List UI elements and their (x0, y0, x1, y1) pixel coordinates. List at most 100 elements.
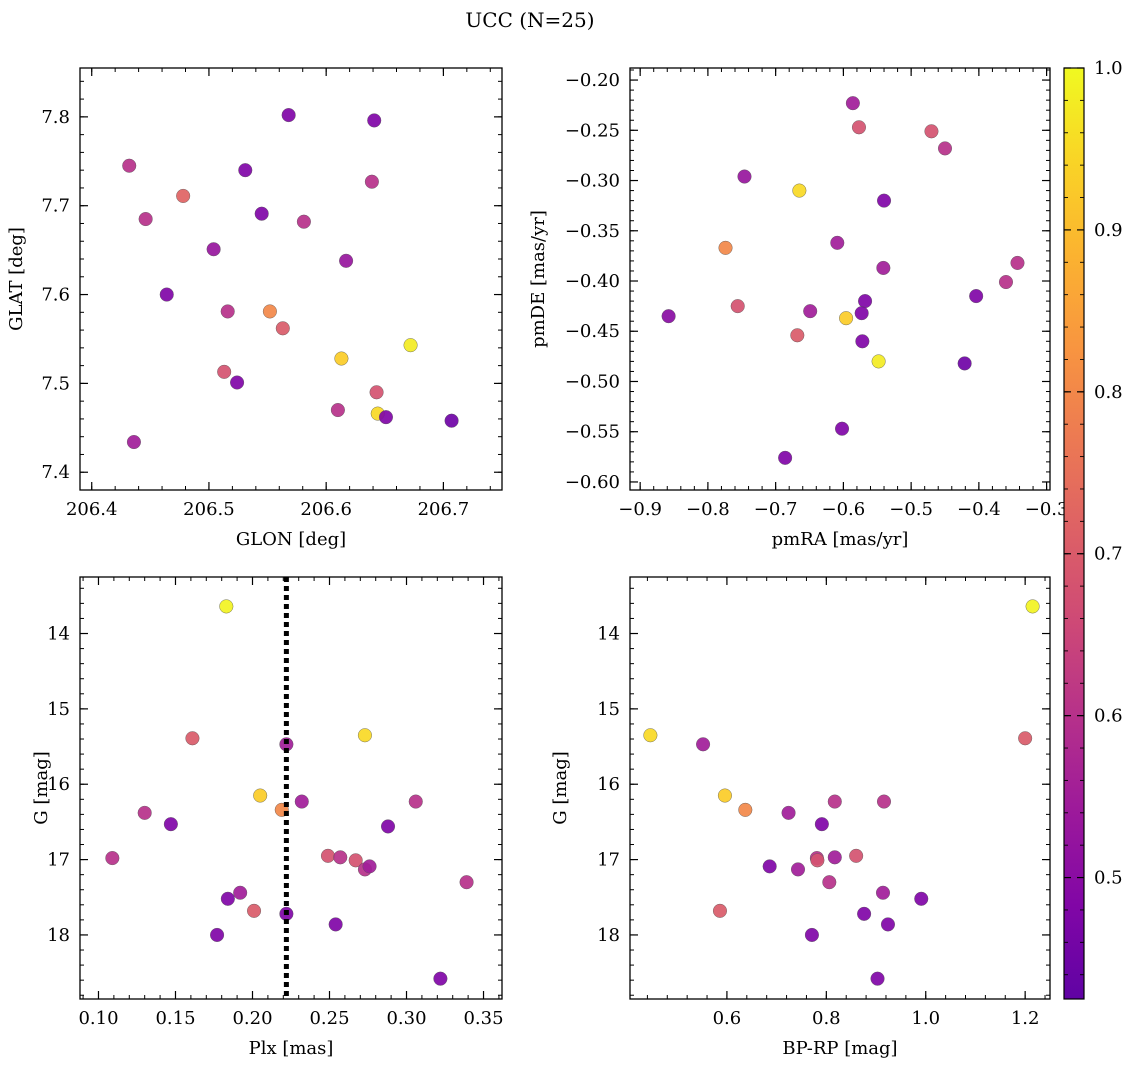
scatter-point (822, 875, 837, 890)
scatter-point (827, 794, 842, 809)
panel-bprp-g: 0.6 0.8 1.0 1.2 14 15 16 17 18 BP-RP [mag] G [mag] (550, 576, 1051, 1059)
scatter-point (803, 304, 818, 319)
x-tick-label: 0.15 (155, 1008, 195, 1029)
x-tick-label: −0.4 (957, 499, 1001, 520)
scatter-point (643, 728, 658, 743)
axes-frame (79, 67, 503, 491)
scatter-point (938, 141, 953, 156)
scatter-point (403, 338, 418, 353)
x-tick-label: 206.7 (418, 499, 470, 520)
scatter-point (444, 413, 459, 428)
x-tick-label: −0.3 (1025, 499, 1069, 520)
scatter-point (433, 971, 448, 986)
scatter-point (855, 334, 870, 349)
scatter-point (262, 304, 277, 319)
scatter-point (220, 891, 235, 906)
y-tick-label: 16 (597, 774, 620, 795)
x-tick-label: 0.10 (78, 1008, 118, 1029)
x-tick-label: 206.6 (300, 499, 352, 520)
scatter-point (159, 287, 174, 302)
x-tick-label: 0.35 (463, 1008, 503, 1029)
scatter-point (877, 193, 892, 208)
scatter-point (998, 275, 1013, 290)
y-tick-label: −0.40 (565, 271, 620, 292)
scatter-point (830, 235, 845, 250)
x-axis-label: pmRA [mas/yr] (772, 529, 909, 550)
scatter-point (871, 354, 886, 369)
scatter-point (1025, 599, 1040, 614)
colorbar-tick-label: 0.8 (1094, 382, 1123, 403)
y-tick-label: 18 (597, 925, 620, 946)
x-tick-label: 206.5 (183, 499, 235, 520)
scatter-point (339, 253, 354, 268)
x-tick-label: −0.7 (754, 499, 798, 520)
scatter-point (737, 169, 752, 184)
scatter-point (334, 351, 349, 366)
scatter-point (762, 859, 777, 874)
scatter-point (730, 299, 745, 314)
scatter-point (138, 212, 153, 227)
scatter-point (459, 875, 474, 890)
figure-title: UCC (N=25) (465, 8, 594, 32)
axes-frame (79, 576, 503, 1000)
scatter-point (957, 356, 972, 371)
colorbar-tick-label: 0.6 (1094, 706, 1123, 727)
scatter-point (333, 850, 348, 865)
scatter-point (294, 794, 309, 809)
scatter-point (804, 927, 819, 942)
scatter-point (718, 240, 733, 255)
scatter-point (362, 859, 377, 874)
axes-frame (629, 576, 1051, 1000)
scatter-point (851, 120, 866, 135)
scatter-point (408, 794, 423, 809)
colorbar-tick-label: 0.9 (1094, 220, 1123, 241)
scatter-point (661, 309, 676, 324)
scatter-point (914, 891, 929, 906)
scatter-point (253, 788, 268, 803)
scatter-point (206, 242, 221, 257)
scatter-point (328, 917, 343, 932)
scatter-point (924, 124, 939, 139)
scatter-point (369, 385, 384, 400)
scatter-point (839, 311, 854, 326)
scatter-point (219, 599, 234, 614)
panel-glon-glat: 206.4 206.5 206.6 206.7 7.4 7.5 7.6 7.7 7.8 GLON … (6, 67, 503, 550)
scatter-point (163, 817, 178, 832)
x-tick-label: −0.6 (822, 499, 866, 520)
scatter-point (210, 927, 225, 942)
x-tick-label: 0.6 (713, 1008, 742, 1029)
scatter-point (220, 304, 235, 319)
scatter-point (137, 805, 152, 820)
scatter-point (790, 328, 805, 343)
scatter-point (781, 805, 796, 820)
y-axis-label: G [mag] (31, 751, 52, 824)
y-tick-label: −0.30 (565, 171, 620, 192)
panel-pmra-pmde: −0.9 −0.8 −0.7 −0.6 −0.5 −0.4 −0.3 −0.60 −0.55 −0… (528, 67, 1069, 550)
scatter-point (230, 375, 245, 390)
y-tick-label: −0.45 (565, 321, 620, 342)
scatter-point (364, 174, 379, 189)
scatter-point (778, 450, 793, 465)
x-axis-label: Plx [mas] (249, 1038, 334, 1059)
x-tick-label: 0.8 (812, 1008, 841, 1029)
x-axis-label: GLON [deg] (236, 529, 346, 550)
scatter-point (870, 971, 885, 986)
y-tick-label: −0.35 (565, 221, 620, 242)
y-axis-label: pmDE [mas/yr] (528, 210, 549, 348)
scatter-point (845, 96, 860, 111)
y-axis-label: G [mag] (550, 751, 571, 824)
scatter-point (876, 260, 891, 275)
colorbar-tick-label: 1.0 (1094, 58, 1123, 79)
scatter-point (122, 158, 137, 173)
scatter-point (217, 364, 232, 379)
scatter-point (254, 206, 269, 221)
y-tick-label: −0.20 (565, 70, 620, 91)
scatter-point (348, 853, 363, 868)
scatter-point (320, 848, 335, 863)
scatter-point (185, 731, 200, 746)
colorbar-gradient (1063, 67, 1085, 1000)
scatter-point (238, 163, 253, 178)
y-tick-label: 15 (47, 699, 70, 720)
scatter-point (857, 906, 872, 921)
